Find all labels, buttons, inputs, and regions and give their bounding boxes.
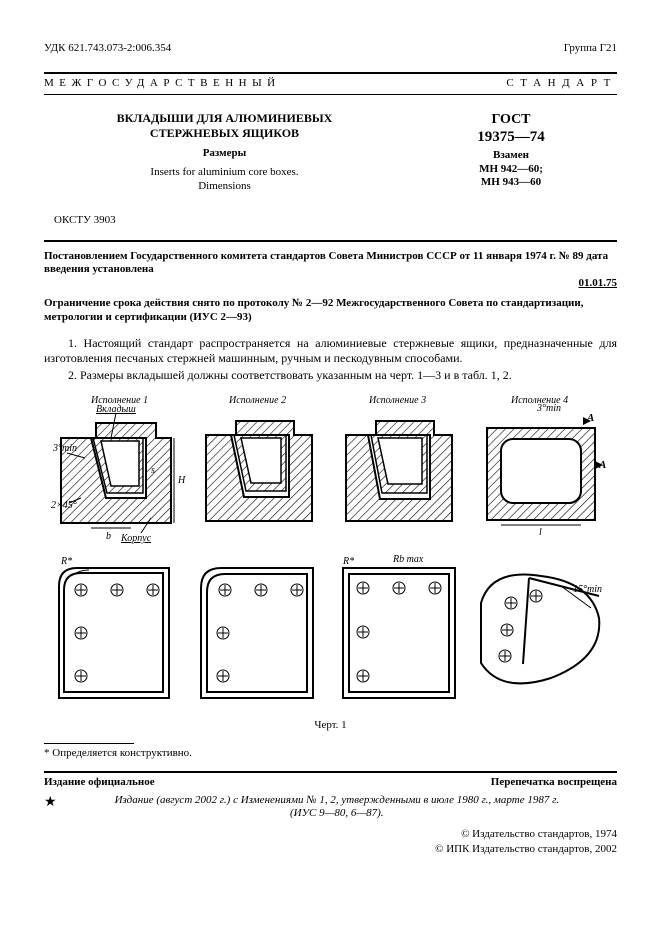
limit-note: Ограничение срока действия снято по прот… — [44, 297, 617, 325]
pub-right: Перепечатка воспрещена — [491, 776, 617, 790]
banner-left: МЕЖГОСУДАРСТВЕННЫЙ — [44, 77, 281, 91]
top-codes: УДК 621.743.073-2:006.354 Группа Г21 — [44, 42, 617, 56]
svg-text:R*: R* — [60, 556, 72, 567]
decree: Постановлением Государственного комитета… — [44, 250, 617, 291]
footnote: * Определяется конструктивно. — [44, 747, 617, 761]
svg-text:H: H — [177, 475, 186, 486]
gost-box: ГОСТ 19375—74 Взамен МН 942—60; МН 943—6… — [405, 105, 617, 228]
edition-note: ★ Издание (август 2002 г.) с Изменениями… — [44, 794, 617, 822]
header-block: ВКЛАДЫШИ ДЛЯ АЛЮМИНИЕВЫХ СТЕРЖНЕВЫХ ЯЩИК… — [44, 105, 617, 242]
footnote-rule — [44, 743, 134, 744]
mn1: МН 942—60; — [405, 163, 617, 177]
svg-text:3°min: 3°min — [52, 443, 77, 454]
pub-left: Издание официальное — [44, 776, 155, 790]
subtitle: Размеры — [54, 147, 395, 161]
gost-label: ГОСТ — [405, 111, 617, 129]
svg-text:s: s — [151, 465, 155, 476]
udk-code: УДК 621.743.073-2:006.354 — [44, 42, 171, 56]
para-1: 1. Настоящий стандарт распространяется н… — [44, 336, 617, 366]
figure-caption: Черт. 1 — [44, 719, 617, 733]
svg-text:Корпус: Корпус — [120, 533, 152, 544]
svg-text:b: b — [106, 531, 111, 542]
svg-text:3°min: 3°min — [536, 403, 561, 414]
publication-row: Издание официальное Перепечатка воспреще… — [44, 771, 617, 790]
gost-number: 19375—74 — [405, 128, 617, 147]
svg-text:l: l — [539, 527, 542, 538]
vzamen: Взамен — [405, 149, 617, 163]
svg-text:R*: R* — [342, 556, 354, 567]
banner-right: СТАНДАРТ — [506, 77, 617, 91]
group-code: Группа Г21 — [564, 42, 617, 56]
figure-1: .lbl { font: italic 10px "Times New Roma… — [44, 393, 617, 713]
decree-date: 01.01.75 — [579, 277, 618, 291]
title-en: Inserts for aluminium core boxes. Dimens… — [54, 166, 395, 194]
okstu: ОКСТУ 3903 — [54, 214, 395, 228]
main-title: ВКЛАДЫШИ ДЛЯ АЛЮМИНИЕВЫХ СТЕРЖНЕВЫХ ЯЩИК… — [54, 111, 395, 141]
copyright: © Издательство стандартов, 1974 © ИПК Из… — [44, 827, 617, 858]
svg-text:Исполнение 2: Исполнение 2 — [228, 395, 286, 406]
svg-text:Rb max: Rb max — [392, 554, 424, 565]
para-2: 2. Размеры вкладышей должны соответствов… — [44, 368, 617, 383]
mn2: МН 943—60 — [405, 176, 617, 190]
svg-text:15°min: 15°min — [573, 584, 602, 595]
svg-text:Исполнение 3: Исполнение 3 — [368, 395, 426, 406]
banner: МЕЖГОСУДАРСТВЕННЫЙ СТАНДАРТ — [44, 72, 617, 95]
